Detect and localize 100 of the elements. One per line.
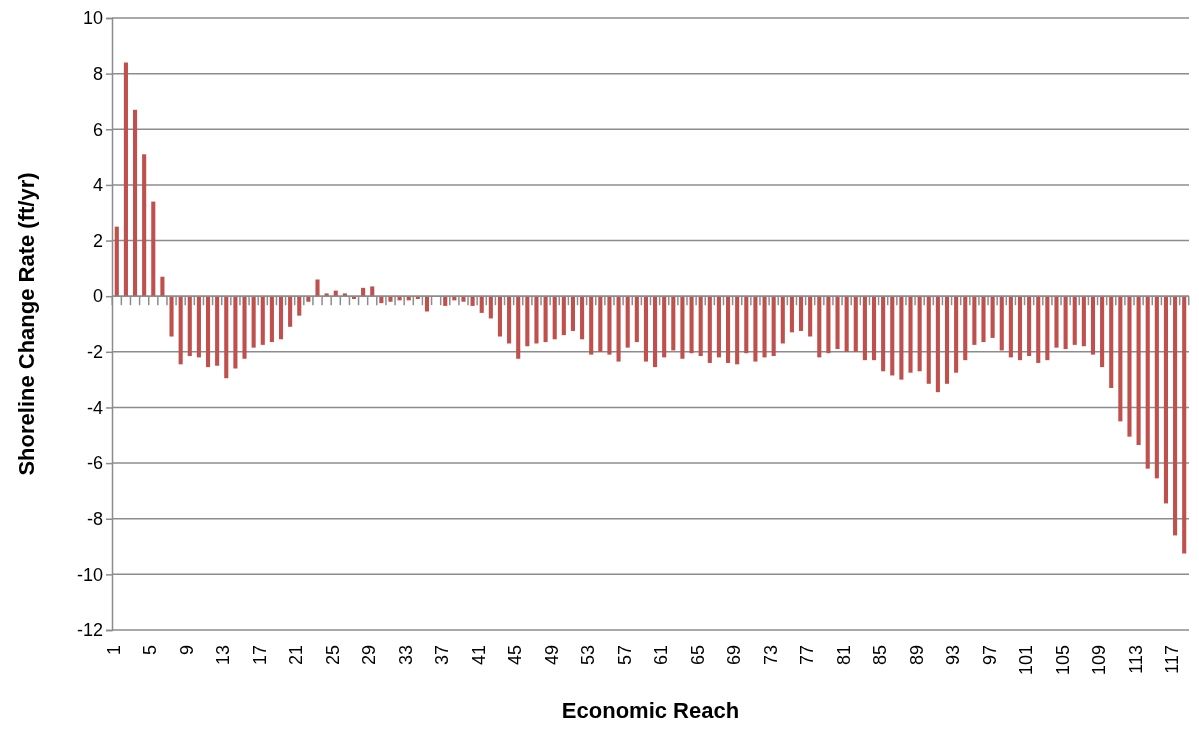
x-tick-label: 101 [1016,645,1037,676]
bar [744,296,749,354]
x-axis-title: Economic Reach [561,698,740,723]
bar [1017,296,1023,361]
bar [1081,296,1086,347]
x-tick-label: 69 [724,645,745,666]
bar [917,296,922,372]
bar [297,296,302,316]
y-tick-label: 2 [92,230,103,251]
bar [689,296,694,354]
bar [260,296,265,345]
bar [278,296,284,340]
bar [470,296,475,306]
x-tick-label: 45 [505,645,526,666]
bar [1063,296,1068,350]
bar [1090,296,1096,355]
x-tick-label: 117 [1162,645,1183,674]
bar [242,296,247,359]
bar [1100,296,1105,368]
bar [1118,296,1123,422]
x-tick-label: 9 [176,645,197,656]
bar [196,296,201,358]
bar [890,296,895,376]
bar [844,296,849,352]
bar [543,296,548,343]
y-tick-label: -2 [86,342,103,363]
x-tick-label: 57 [614,645,635,666]
bar [1008,296,1013,358]
bar [835,296,840,350]
bar [662,296,667,358]
bar [142,154,147,297]
bar [178,296,183,365]
bar [443,296,448,306]
x-tick-label: 41 [468,645,489,666]
bar [808,296,813,337]
bar [1054,296,1059,348]
bar [1173,296,1178,536]
bar [771,296,776,356]
bar [1109,296,1114,388]
bar [653,296,658,368]
x-tick-label: 113 [1125,645,1146,674]
bar [798,296,804,331]
bar [187,296,192,356]
x-tick-label: 105 [1052,645,1073,676]
bar [671,296,676,351]
x-tick-label: 81 [833,645,854,666]
bar [251,296,256,348]
y-tick-label: -10 [76,564,103,585]
bar [698,296,703,356]
x-tick-label: 49 [541,645,562,666]
bar [123,62,128,297]
bar [1145,296,1150,469]
x-tick-label: 21 [286,645,307,666]
bar [552,296,557,340]
bar [1136,296,1141,446]
bar [224,296,229,379]
bar [1154,296,1159,479]
bar [205,296,211,368]
y-tick-label: 6 [92,119,103,140]
bar [616,296,621,362]
bar [871,296,877,361]
bar [780,296,785,344]
bar [215,296,220,366]
y-tick-label: -8 [86,508,103,529]
y-tick-label: -4 [86,397,103,418]
x-tick-label: 29 [359,645,380,666]
x-tick-label: 25 [322,645,343,666]
bar [990,296,995,338]
bar [315,279,320,297]
bar [479,296,484,313]
bar [516,296,521,359]
bar [926,296,931,384]
bar [1127,296,1132,437]
bar [963,296,968,361]
bar [753,296,758,362]
bar [935,296,940,393]
y-tick-label: 0 [92,286,103,307]
bar [580,296,585,340]
x-tick-label: 53 [578,645,599,666]
x-tick-label: 65 [687,645,708,666]
bar [589,296,594,355]
bar [507,296,512,344]
bar [789,296,794,333]
y-tick-label: -6 [86,453,103,474]
bar [370,286,375,297]
x-tick-label: 33 [395,645,416,666]
bar [999,296,1004,351]
bar [826,296,831,354]
x-tick-label: 109 [1089,645,1110,676]
x-tick-label: 97 [979,645,1000,666]
bar [1163,296,1169,504]
x-tick-label: 5 [140,645,161,656]
y-tick-label: -12 [76,620,103,641]
bar [1045,296,1050,361]
bar [881,296,886,372]
bar [726,296,731,363]
bar [762,296,767,358]
bar [288,296,293,327]
bar [388,296,393,302]
x-tick-label: 93 [943,645,964,666]
